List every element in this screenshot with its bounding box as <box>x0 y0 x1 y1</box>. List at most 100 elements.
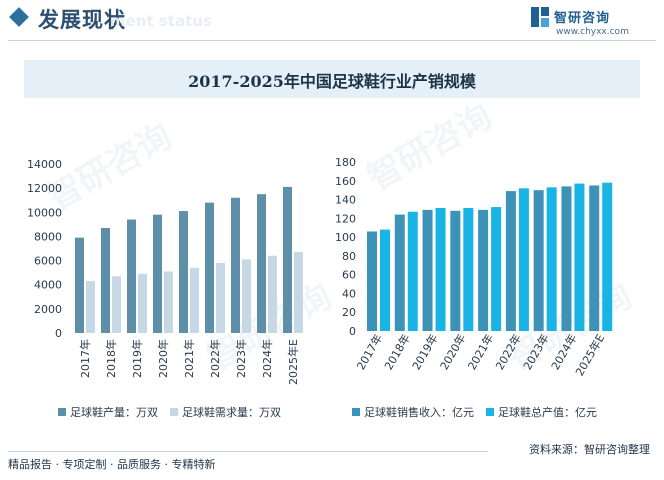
x-tick-label: 2017年 <box>78 339 92 378</box>
x-tick-label: 2021年 <box>465 332 497 373</box>
production-demand-chart: 0 2000 4000 6000 8000 10000 12000 14000 2017年 201… <box>27 158 303 385</box>
legend-label: 足球鞋总产值：亿元 <box>498 406 597 419</box>
bar <box>589 185 600 331</box>
brand-name: 智研咨询 <box>554 11 611 26</box>
page-header: 发展现状 ment status 智研咨询 www.chyxx.com <box>0 0 664 44</box>
bar <box>257 194 266 333</box>
data-source: 资料来源：智研咨询整理 <box>529 443 650 456</box>
bar <box>205 202 214 333</box>
bar <box>127 219 136 333</box>
y-tick-label: 180 <box>335 156 356 169</box>
bar <box>518 188 529 331</box>
x-tick-label: 2023年 <box>520 332 552 373</box>
bar <box>367 231 377 331</box>
x-tick-label: 2019年 <box>130 339 144 378</box>
bar <box>86 281 95 333</box>
legend-swatch <box>486 408 494 416</box>
header-divider <box>8 40 656 41</box>
bar <box>422 209 433 331</box>
legend-swatch <box>352 408 360 416</box>
diamond-bullet-icon <box>9 7 29 27</box>
bar <box>435 208 446 331</box>
x-tick-label: 2025年E <box>286 339 300 385</box>
bar <box>179 211 188 333</box>
footer-divider <box>8 451 488 452</box>
chart-title-band: 2017-2025年中国足球鞋行业产销规模 <box>24 60 640 98</box>
y-tick-label: 8000 <box>34 230 62 243</box>
y-tick-label: 6000 <box>34 255 62 268</box>
bar <box>407 211 418 331</box>
bar <box>380 229 390 331</box>
x-tick-label: 2017年 <box>353 332 385 373</box>
legend-item: 足球鞋需求量：万双 <box>170 404 281 420</box>
bar <box>602 182 613 331</box>
section-subtitle: ment status <box>110 12 212 30</box>
brand-logo-block[interactable]: 智研咨询 www.chyxx.com <box>530 6 650 40</box>
y-tick-label: 4000 <box>34 279 62 292</box>
bar <box>546 187 557 331</box>
brand-url[interactable]: www.chyxx.com <box>556 27 629 37</box>
x-tick-label: 2021年 <box>182 339 196 378</box>
x-tick-label: 2018年 <box>104 339 118 378</box>
bar <box>242 259 251 333</box>
x-tick-label: 2022年 <box>208 339 222 378</box>
legend-left: 足球鞋产量：万双 足球鞋需求量：万双 <box>58 404 293 420</box>
section-title: 发展现状 <box>38 8 126 32</box>
y-tick-label: 0 <box>55 327 62 340</box>
bar <box>231 197 240 333</box>
bar <box>101 227 110 333</box>
bar <box>190 267 199 333</box>
x-tick-label: 2023年 <box>234 339 248 378</box>
x-tick-label: 2024年 <box>548 332 580 373</box>
legend-label: 足球鞋需求量：万双 <box>182 406 281 419</box>
y-tick-label: 20 <box>342 306 356 319</box>
y-tick-label: 14000 <box>27 158 62 171</box>
bar <box>450 210 461 331</box>
x-tick-label: 2020年 <box>156 339 170 378</box>
x-tick-label: 2018年 <box>381 332 413 373</box>
legend-label: 足球鞋产量：万双 <box>70 406 158 419</box>
bar <box>268 255 277 333</box>
bar <box>505 191 516 331</box>
x-tick-label: 2024年 <box>260 339 274 378</box>
y-tick-label: 100 <box>335 231 356 244</box>
brand-logo-icon <box>531 7 549 27</box>
chart-title: 2017-2025年中国足球鞋行业产销规模 <box>188 72 476 91</box>
bar <box>561 186 572 331</box>
legend-item: 足球鞋产量：万双 <box>58 404 158 420</box>
bar <box>491 207 502 331</box>
legend-item: 足球鞋总产值：亿元 <box>486 404 597 420</box>
y-tick-label: 60 <box>342 269 356 282</box>
bar <box>138 273 147 333</box>
bar <box>478 209 489 331</box>
bar <box>216 262 225 333</box>
legend-swatch <box>170 408 178 416</box>
legend-right: 足球鞋销售收入：亿元 足球鞋总产值：亿元 <box>352 404 609 420</box>
bar <box>294 252 303 333</box>
bar <box>394 214 405 331</box>
bar <box>153 214 162 333</box>
y-tick-label: 160 <box>335 175 356 188</box>
bar <box>112 276 121 333</box>
bar <box>533 190 544 331</box>
y-tick-label: 140 <box>335 194 356 207</box>
x-tick-label: 2022年 <box>492 332 524 373</box>
x-tick-label: 2020年 <box>437 332 469 373</box>
y-tick-label: 2000 <box>34 303 62 316</box>
y-tick-label: 10000 <box>27 206 62 219</box>
footer-tagline: 精品报告 · 专项定制 · 品质服务 · 专精特新 <box>8 458 216 471</box>
legend-swatch <box>58 408 66 416</box>
y-tick-label: 40 <box>342 287 356 300</box>
bar <box>463 208 474 331</box>
bar <box>164 271 173 333</box>
x-tick-label: 2019年 <box>409 332 441 373</box>
y-tick-label: 120 <box>335 212 356 225</box>
bar <box>75 237 84 333</box>
bar <box>574 183 585 331</box>
y-tick-label: 0 <box>349 325 356 338</box>
y-tick-label: 12000 <box>27 182 62 195</box>
legend-item: 足球鞋销售收入：亿元 <box>352 404 474 420</box>
y-tick-label: 80 <box>342 250 356 263</box>
bar <box>283 186 292 333</box>
legend-label: 足球鞋销售收入：亿元 <box>364 406 474 419</box>
